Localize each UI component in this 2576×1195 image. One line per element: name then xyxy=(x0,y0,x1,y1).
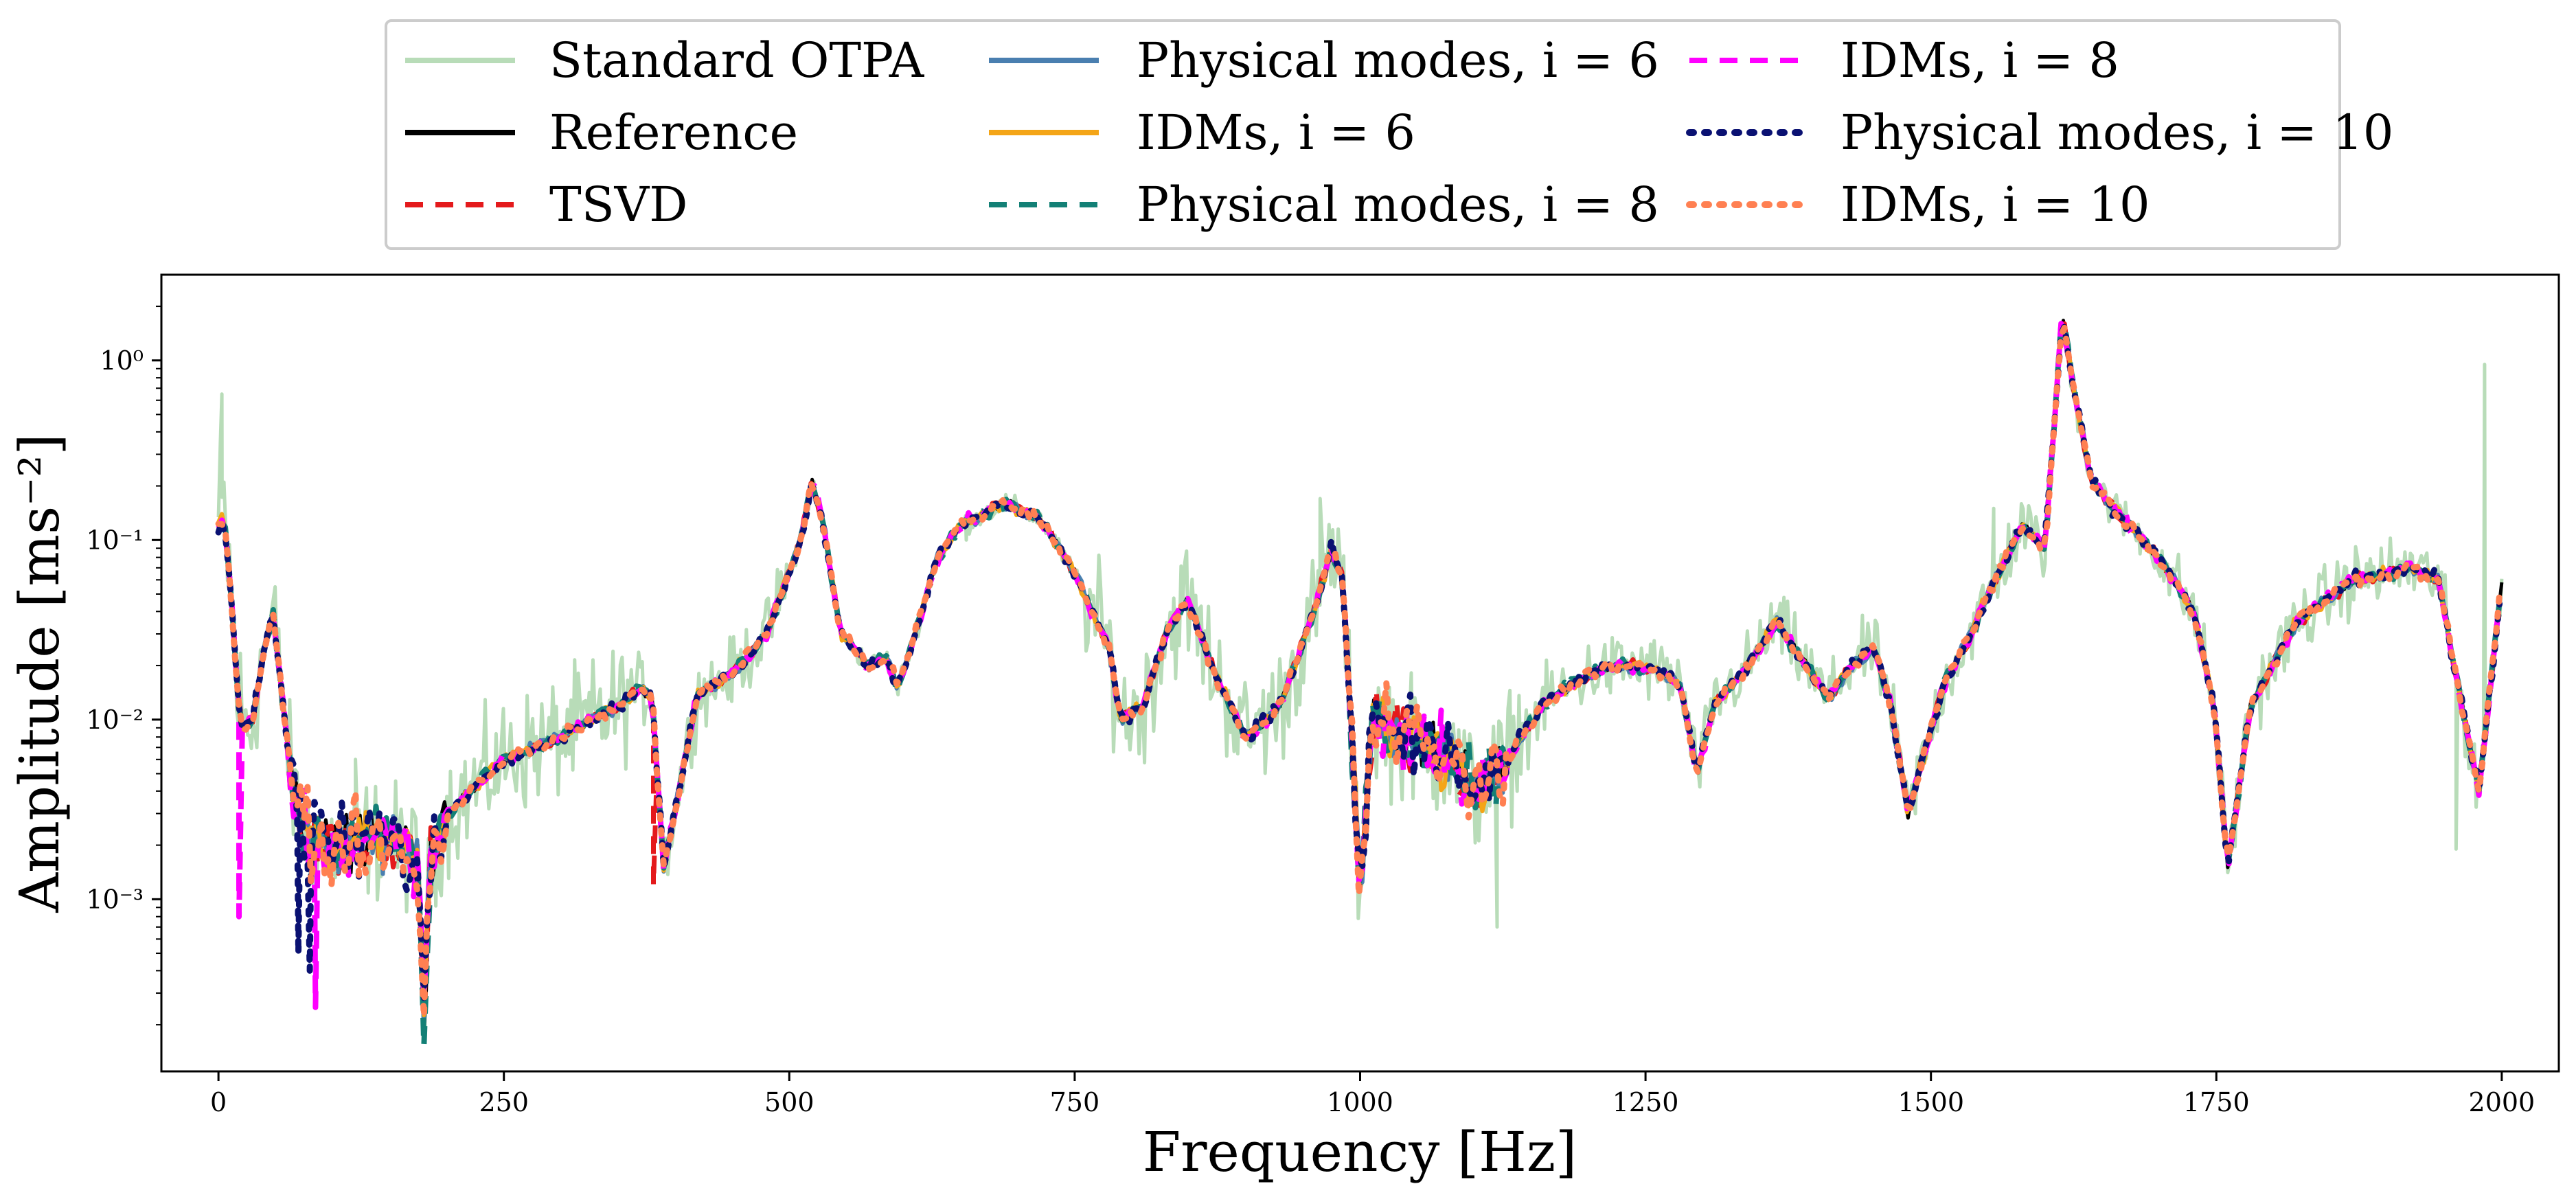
legend-label: Standard OTPA xyxy=(549,32,925,89)
y-tick-label: 10⁻¹ xyxy=(86,525,144,555)
x-tick-label: 1500 xyxy=(1897,1087,1964,1117)
series-physical-modes-8 xyxy=(216,321,2503,1049)
x-tick-label: 750 xyxy=(1050,1087,1100,1117)
x-axis-label: Frequency [Hz] xyxy=(1143,1120,1577,1184)
y-tick-label: 10⁻² xyxy=(86,705,144,735)
y-tick-label: 10⁰ xyxy=(100,345,144,376)
x-tick-label: 500 xyxy=(764,1087,814,1117)
y-axis-label: Amplitude [ms⁻²] xyxy=(8,433,71,913)
legend-label: IDMs, i = 10 xyxy=(1840,177,2150,233)
x-tick-label: 0 xyxy=(210,1087,227,1117)
legend: Standard OTPA Reference TSVD Physical modes… xyxy=(385,19,2393,250)
plot-frame xyxy=(160,273,2560,1073)
axes: 0 250 500 750 1000 1250 1500 1750 2000 10⁻³ 10⁻² 10… xyxy=(86,306,2535,1117)
legend-label: Physical modes, i = 6 xyxy=(1137,32,1659,89)
legend-box xyxy=(385,19,2341,250)
x-tick-label: 2000 xyxy=(2469,1087,2535,1117)
series-standard-otpa xyxy=(216,322,2504,1036)
x-tick-label: 1000 xyxy=(1327,1087,1393,1117)
y-tick-label: 10⁻³ xyxy=(86,884,144,914)
series-layer xyxy=(215,319,2504,1049)
legend-label: Physical modes, i = 10 xyxy=(1840,104,2393,161)
series-idms-10 xyxy=(215,324,2503,1020)
legend-label: Physical modes, i = 8 xyxy=(1137,177,1659,233)
series-reference xyxy=(216,319,2504,1035)
x-tick-label: 1250 xyxy=(1612,1087,1679,1117)
legend-label: IDMs, i = 6 xyxy=(1137,104,1415,161)
x-tick-label: 1750 xyxy=(2183,1087,2250,1117)
series-physical-modes-6 xyxy=(216,328,2502,1033)
legend-label: TSVD xyxy=(549,177,687,233)
plot-area xyxy=(160,273,2560,1073)
legend-label: IDMs, i = 8 xyxy=(1840,32,2119,89)
legend-label: Reference xyxy=(549,104,798,161)
x-tick-label: 250 xyxy=(479,1087,529,1117)
